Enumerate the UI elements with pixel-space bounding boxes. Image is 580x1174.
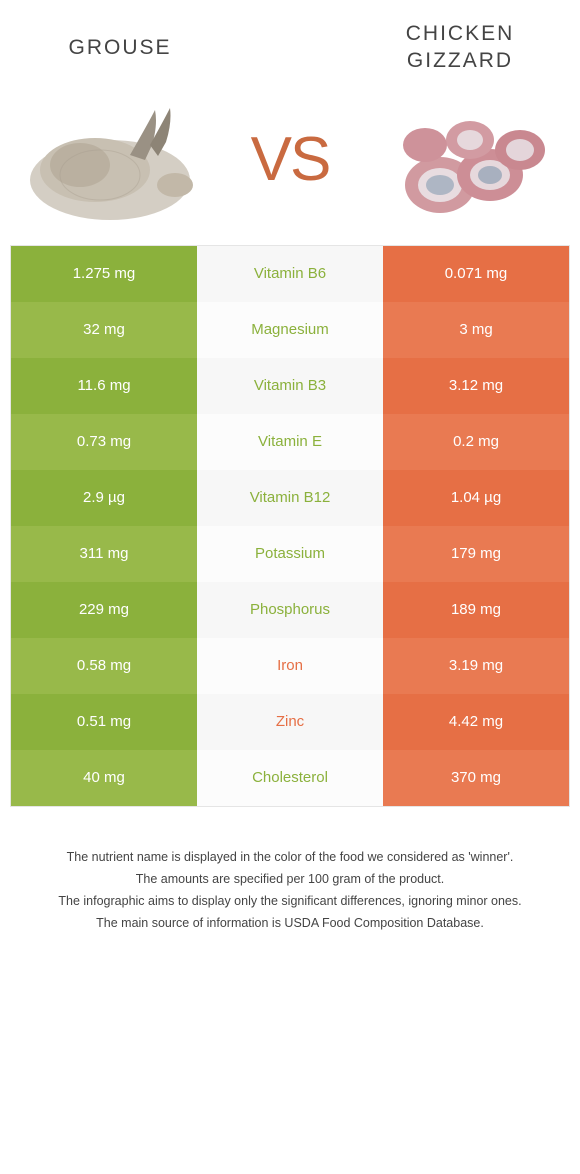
footer-line: The infographic aims to display only the… — [30, 891, 550, 911]
table-row: 40 mgCholesterol370 mg — [11, 750, 569, 806]
footer-line: The main source of information is USDA F… — [30, 913, 550, 933]
vs-row: VS — [0, 75, 580, 245]
nutrient-label: Phosphorus — [197, 582, 383, 638]
nutrient-label: Vitamin B6 — [197, 246, 383, 302]
footer-line: The amounts are specified per 100 gram o… — [30, 869, 550, 889]
footer: The nutrient name is displayed in the co… — [0, 807, 580, 933]
left-value: 311 mg — [11, 526, 197, 582]
right-value: 1.04 µg — [383, 470, 569, 526]
left-value: 32 mg — [11, 302, 197, 358]
left-value: 0.51 mg — [11, 694, 197, 750]
right-value: 179 mg — [383, 526, 569, 582]
table-row: 11.6 mgVitamin B33.12 mg — [11, 358, 569, 414]
nutrient-label: Vitamin B3 — [197, 358, 383, 414]
title-left: GROUSE — [20, 34, 220, 61]
gizzard-image — [370, 90, 560, 230]
footer-line: The nutrient name is displayed in the co… — [30, 847, 550, 867]
header: GROUSE CHICKEN GIZZARD — [0, 0, 580, 75]
nutrient-label: Potassium — [197, 526, 383, 582]
left-value: 0.58 mg — [11, 638, 197, 694]
table-row: 1.275 mgVitamin B60.071 mg — [11, 246, 569, 302]
left-value: 1.275 mg — [11, 246, 197, 302]
nutrient-label: Cholesterol — [197, 750, 383, 806]
right-value: 370 mg — [383, 750, 569, 806]
nutrient-label: Magnesium — [197, 302, 383, 358]
left-value: 40 mg — [11, 750, 197, 806]
right-value: 3.19 mg — [383, 638, 569, 694]
table-row: 2.9 µgVitamin B121.04 µg — [11, 470, 569, 526]
right-value: 3 mg — [383, 302, 569, 358]
grouse-image — [20, 90, 210, 230]
table-row: 0.58 mgIron3.19 mg — [11, 638, 569, 694]
right-value: 3.12 mg — [383, 358, 569, 414]
left-value: 0.73 mg — [11, 414, 197, 470]
table-row: 311 mgPotassium179 mg — [11, 526, 569, 582]
table-row: 0.51 mgZinc4.42 mg — [11, 694, 569, 750]
nutrient-label: Vitamin B12 — [197, 470, 383, 526]
right-value: 0.2 mg — [383, 414, 569, 470]
comparison-table: 1.275 mgVitamin B60.071 mg32 mgMagnesium… — [10, 245, 570, 807]
table-row: 229 mgPhosphorus189 mg — [11, 582, 569, 638]
right-value: 4.42 mg — [383, 694, 569, 750]
right-value: 0.071 mg — [383, 246, 569, 302]
right-value: 189 mg — [383, 582, 569, 638]
left-value: 2.9 µg — [11, 470, 197, 526]
table-row: 32 mgMagnesium3 mg — [11, 302, 569, 358]
nutrient-label: Vitamin E — [197, 414, 383, 470]
nutrient-label: Zinc — [197, 694, 383, 750]
vs-text: VS — [251, 124, 330, 195]
title-right: CHICKEN GIZZARD — [360, 20, 560, 75]
left-value: 229 mg — [11, 582, 197, 638]
nutrient-label: Iron — [197, 638, 383, 694]
left-value: 11.6 mg — [11, 358, 197, 414]
table-row: 0.73 mgVitamin E0.2 mg — [11, 414, 569, 470]
